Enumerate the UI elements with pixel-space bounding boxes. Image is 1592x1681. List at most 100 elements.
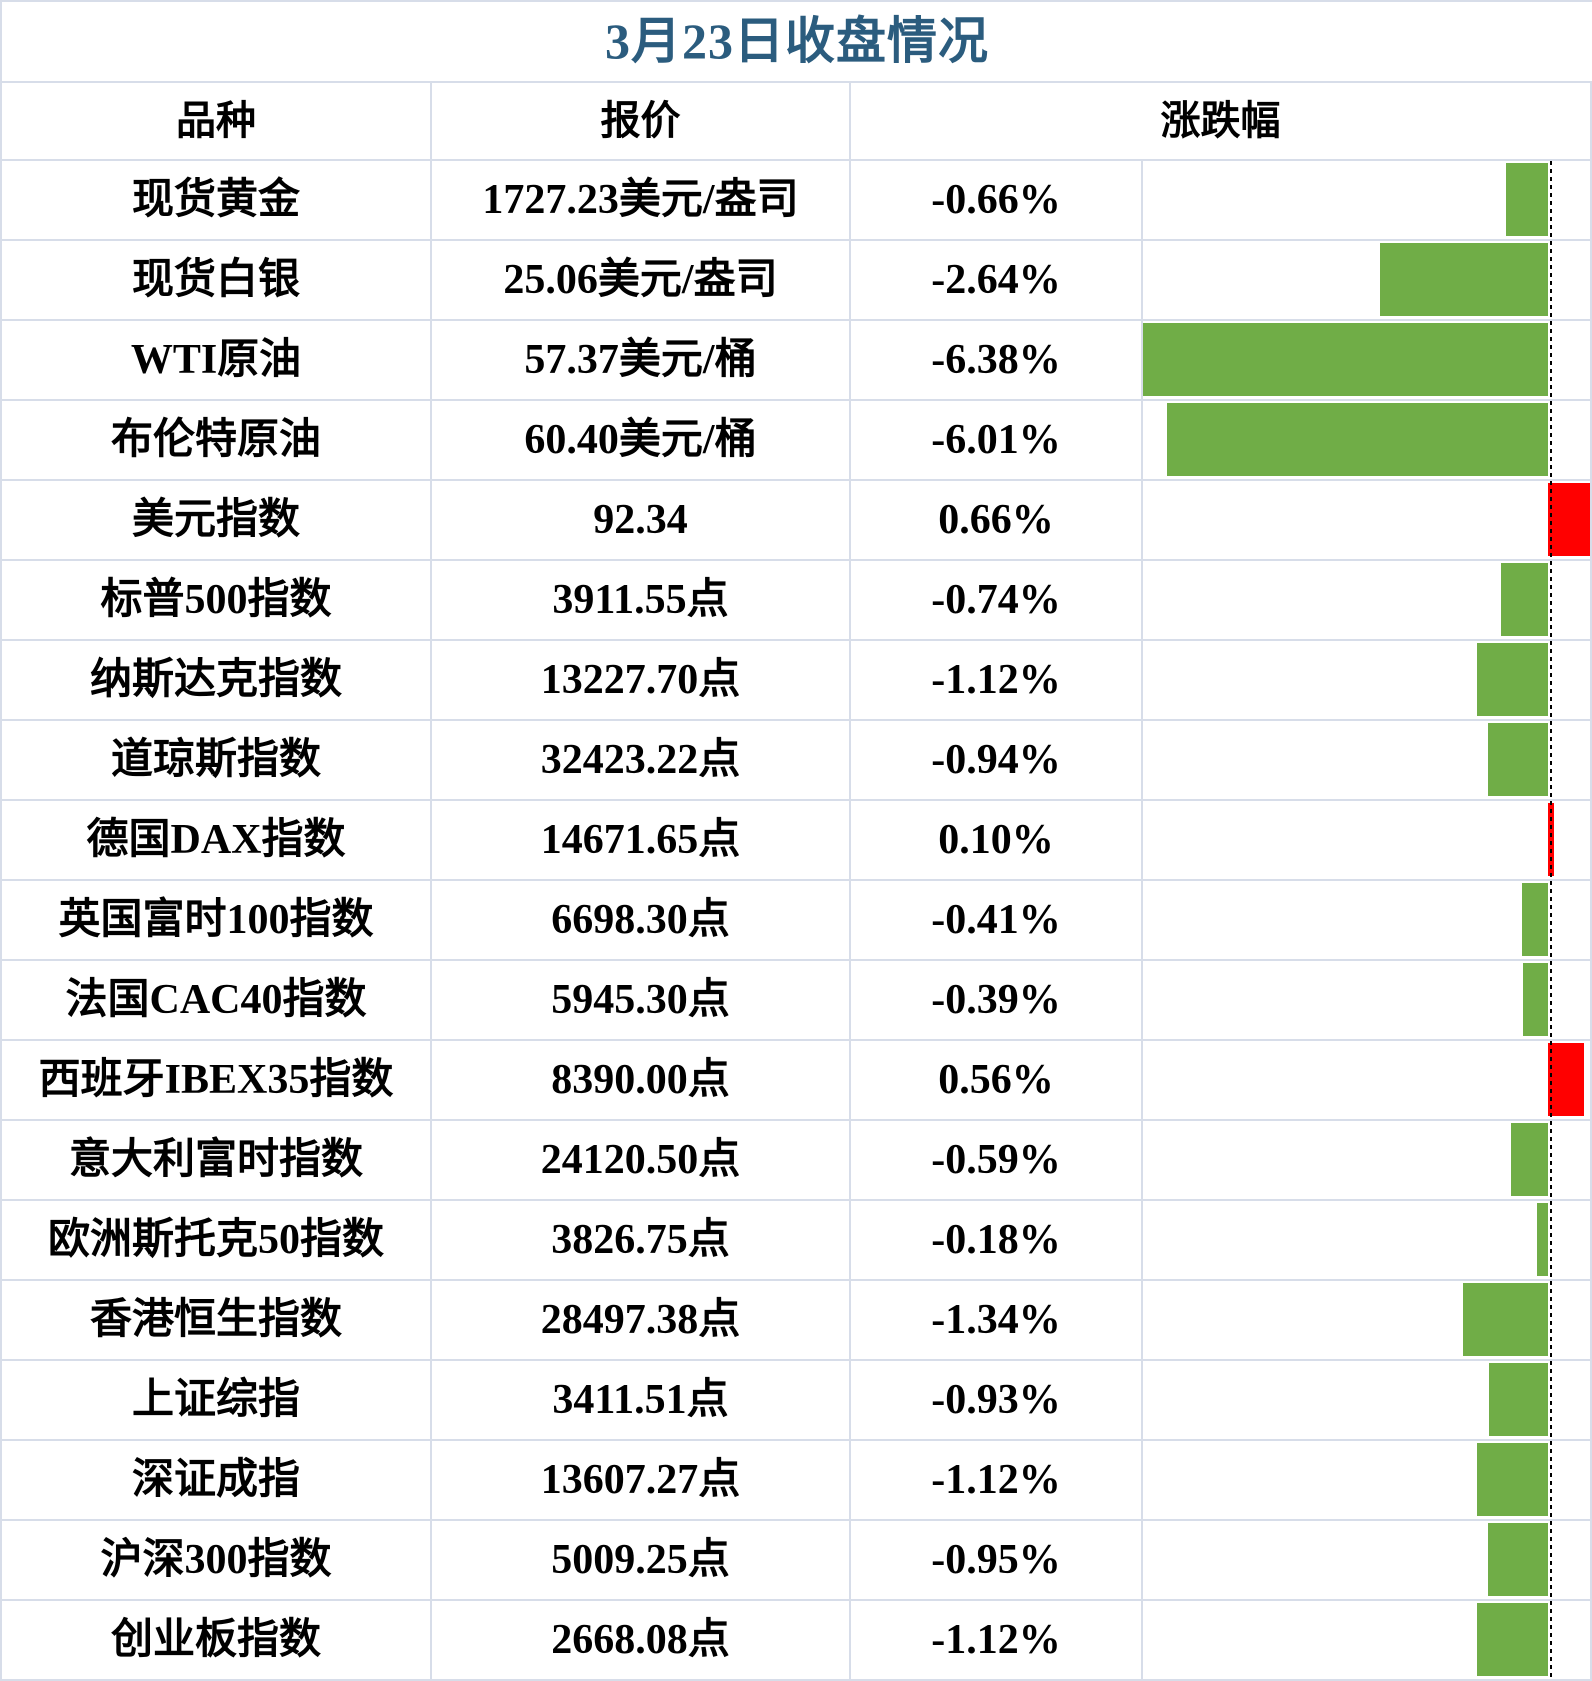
change-cell: -0.59% <box>851 1121 1143 1201</box>
change-bar <box>1548 483 1590 556</box>
change-bar <box>1476 1603 1549 1676</box>
quote-cell: 5009.25点 <box>432 1521 851 1601</box>
variety-cell: 英国富时100指数 <box>2 881 432 961</box>
change-bar <box>1522 883 1549 956</box>
page-title: 3月23日收盘情况 <box>2 2 1592 83</box>
quote-cell: 14671.65点 <box>432 801 851 881</box>
quote-cell: 1727.23美元/盎司 <box>432 161 851 241</box>
change-bar <box>1463 1283 1549 1356</box>
table-row: 布伦特原油 60.40美元/桶 -6.01% <box>2 401 1592 481</box>
quote-cell: 2668.08点 <box>432 1601 851 1681</box>
change-cell: -1.12% <box>851 641 1143 721</box>
change-bar <box>1476 643 1549 716</box>
table-row: 法国CAC40指数 5945.30点 -0.39% <box>2 961 1592 1041</box>
quote-cell: 6698.30点 <box>432 881 851 961</box>
change-bar-cell <box>1143 881 1592 961</box>
change-bar-cell <box>1143 721 1592 801</box>
table-body: 现货黄金 1727.23美元/盎司 -0.66% 现货白银 25.06美元/盎司… <box>2 161 1592 1681</box>
change-cell: -0.74% <box>851 561 1143 641</box>
change-cell: -0.95% <box>851 1521 1143 1601</box>
variety-cell: 美元指数 <box>2 481 432 561</box>
change-bar-cell <box>1143 641 1592 721</box>
change-bar <box>1510 1123 1549 1196</box>
change-bar-cell <box>1143 241 1592 321</box>
change-bar-cell <box>1143 1441 1592 1521</box>
quote-cell: 3911.55点 <box>432 561 851 641</box>
quote-cell: 92.34 <box>432 481 851 561</box>
variety-cell: 标普500指数 <box>2 561 432 641</box>
variety-cell: 现货白银 <box>2 241 432 321</box>
change-cell: -0.94% <box>851 721 1143 801</box>
table-row: 深证成指 13607.27点 -1.12% <box>2 1441 1592 1521</box>
quote-cell: 25.06美元/盎司 <box>432 241 851 321</box>
change-bar-cell <box>1143 481 1592 561</box>
change-bar <box>1489 1363 1549 1436</box>
variety-cell: 香港恒生指数 <box>2 1281 432 1361</box>
change-cell: 0.66% <box>851 481 1143 561</box>
variety-cell: 西班牙IBEX35指数 <box>2 1041 432 1121</box>
variety-cell: WTI原油 <box>2 321 432 401</box>
change-bar-cell <box>1143 1281 1592 1361</box>
variety-cell: 布伦特原油 <box>2 401 432 481</box>
change-cell: -0.93% <box>851 1361 1143 1441</box>
column-header-variety: 品种 <box>2 83 432 161</box>
change-cell: -1.12% <box>851 1441 1143 1521</box>
table-row: 德国DAX指数 14671.65点 0.10% <box>2 801 1592 881</box>
table-row: WTI原油 57.37美元/桶 -6.38% <box>2 321 1592 401</box>
variety-cell: 深证成指 <box>2 1441 432 1521</box>
change-bar-cell <box>1143 961 1592 1041</box>
table-row: 创业板指数 2668.08点 -1.12% <box>2 1601 1592 1681</box>
change-bar <box>1143 323 1549 396</box>
variety-cell: 道琼斯指数 <box>2 721 432 801</box>
table-row: 香港恒生指数 28497.38点 -1.34% <box>2 1281 1592 1361</box>
column-header-change: 涨跌幅 <box>851 83 1592 161</box>
change-cell: -0.18% <box>851 1201 1143 1281</box>
change-bar <box>1488 723 1549 796</box>
variety-cell: 沪深300指数 <box>2 1521 432 1601</box>
change-bar-cell <box>1143 1201 1592 1281</box>
variety-cell: 现货黄金 <box>2 161 432 241</box>
column-header-quote: 报价 <box>432 83 851 161</box>
change-cell: 0.56% <box>851 1041 1143 1121</box>
quote-cell: 3826.75点 <box>432 1201 851 1281</box>
change-cell: 0.10% <box>851 801 1143 881</box>
change-cell: -0.66% <box>851 161 1143 241</box>
table-row: 现货黄金 1727.23美元/盎司 -0.66% <box>2 161 1592 241</box>
quote-cell: 60.40美元/桶 <box>432 401 851 481</box>
change-cell: -1.12% <box>851 1601 1143 1681</box>
change-bar-cell <box>1143 1361 1592 1441</box>
quote-cell: 32423.22点 <box>432 721 851 801</box>
table-row: 英国富时100指数 6698.30点 -0.41% <box>2 881 1592 961</box>
table-row: 欧洲斯托克50指数 3826.75点 -0.18% <box>2 1201 1592 1281</box>
change-bar-cell <box>1143 1041 1592 1121</box>
table-row: 美元指数 92.34 0.66% <box>2 481 1592 561</box>
change-bar-cell <box>1143 321 1592 401</box>
table-row: 标普500指数 3911.55点 -0.74% <box>2 561 1592 641</box>
change-cell: -0.41% <box>851 881 1143 961</box>
quote-cell: 5945.30点 <box>432 961 851 1041</box>
quote-cell: 24120.50点 <box>432 1121 851 1201</box>
change-bar <box>1548 1043 1584 1116</box>
change-bar <box>1487 1523 1549 1596</box>
change-bar-cell <box>1143 401 1592 481</box>
change-cell: -2.64% <box>851 241 1143 321</box>
variety-cell: 德国DAX指数 <box>2 801 432 881</box>
variety-cell: 意大利富时指数 <box>2 1121 432 1201</box>
change-bar-cell <box>1143 801 1592 881</box>
quote-cell: 57.37美元/桶 <box>432 321 851 401</box>
quote-cell: 8390.00点 <box>432 1041 851 1121</box>
change-bar-cell <box>1143 561 1592 641</box>
change-bar-cell <box>1143 1121 1592 1201</box>
change-cell: -6.01% <box>851 401 1143 481</box>
quote-cell: 13607.27点 <box>432 1441 851 1521</box>
change-bar-cell <box>1143 161 1592 241</box>
table-row: 沪深300指数 5009.25点 -0.95% <box>2 1521 1592 1601</box>
quote-cell: 3411.51点 <box>432 1361 851 1441</box>
table-row: 意大利富时指数 24120.50点 -0.59% <box>2 1121 1592 1201</box>
zero-axis-line <box>1550 161 1552 1681</box>
variety-cell: 上证综指 <box>2 1361 432 1441</box>
quote-cell: 28497.38点 <box>432 1281 851 1361</box>
quote-cell: 13227.70点 <box>432 641 851 721</box>
change-bar <box>1523 963 1549 1036</box>
